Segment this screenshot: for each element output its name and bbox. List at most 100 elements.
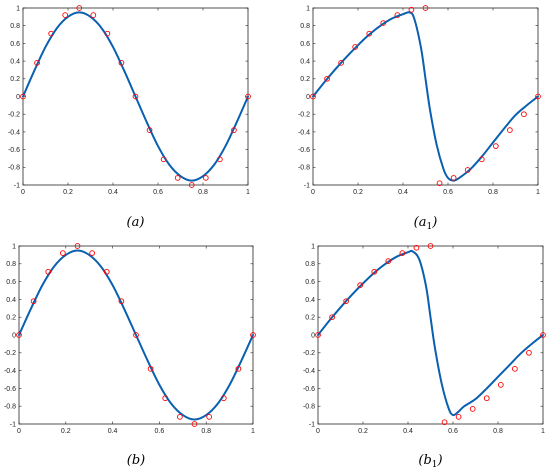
y-tick-label: -0.6: [298, 147, 310, 154]
data-point: [483, 395, 490, 402]
y-tick-label: -0.4: [8, 129, 20, 136]
series-line: [312, 11, 539, 182]
x-tick-label: 0.2: [353, 189, 363, 196]
data-point: [507, 127, 513, 133]
x-tick-label: 0: [316, 428, 320, 435]
data-point: [103, 268, 110, 275]
data-point: [220, 395, 227, 402]
data-point: [160, 156, 167, 163]
y-tick-label: 0.6: [300, 41, 310, 48]
panel-caption: (a): [127, 215, 145, 230]
x-tick-label: 0.8: [488, 189, 498, 196]
data-point: [441, 419, 448, 426]
data-point: [250, 332, 256, 338]
y-tick-label: -1: [309, 421, 315, 428]
panel-a: 0 0.2 0.4 0.6 0.8 1 -1 -0.8 -0.6 -0.4 -0.2 0 0.2 0.4 0…: [8, 5, 251, 230]
x-tick-label: 1: [541, 428, 545, 435]
data-point: [45, 268, 52, 275]
data-point: [371, 268, 378, 275]
x-tick-label: 0.6: [443, 189, 453, 196]
panel-caption: (b): [127, 453, 145, 468]
y-tick-label: 0.2: [10, 76, 20, 83]
y-tick-label: 0.8: [300, 23, 310, 30]
data-point: [535, 93, 541, 100]
y-tick-label: -0.2: [303, 350, 315, 357]
data-point: [74, 243, 81, 249]
panel-b1: 0 0.2 0.4 0.6 0.8 1 -1 -0.8 -0.6 -0.4 -0.2 0 0.2 0.4 0…: [303, 243, 546, 470]
data-point: [394, 12, 401, 18]
data-point: [366, 30, 373, 37]
y-tick-label: 0: [16, 94, 20, 101]
data-point: [343, 298, 349, 305]
data-point: [380, 20, 387, 26]
panel-caption: (b1): [418, 453, 442, 470]
data-point: [177, 414, 183, 420]
data-point: [512, 365, 518, 372]
y-tick-label: 0.2: [305, 315, 315, 322]
series-line: [317, 249, 544, 417]
data-point: [206, 414, 212, 420]
data-point: [16, 332, 22, 338]
x-tick-label: 0.2: [358, 428, 368, 435]
y-tick-label: 0.6: [6, 279, 16, 286]
data-point: [162, 395, 169, 402]
data-point: [329, 314, 335, 321]
axes-frame: [317, 245, 544, 425]
y-tick-label: -0.8: [4, 404, 16, 411]
data-point: [385, 258, 392, 264]
data-point: [357, 282, 364, 289]
x-tick-label: 0.6: [155, 428, 165, 435]
y-tick-label: -0.8: [8, 165, 20, 172]
y-tick-label: -0.4: [298, 129, 310, 136]
y-tick-label: 0.8: [10, 23, 20, 30]
data-point: [76, 5, 83, 11]
y-tick-label: 0.4: [10, 59, 20, 66]
data-point: [147, 365, 154, 372]
x-tick-label: 0: [311, 189, 315, 196]
panel-a1: 0 0.2 0.4 0.6 0.8 1 -1 -0.8 -0.6 -0.4 -0.2 0 0.2 0.4 0…: [298, 5, 541, 232]
y-tick-label: 1: [311, 243, 315, 250]
data-point: [413, 244, 420, 251]
data-point: [324, 75, 330, 82]
x-tick-label: 0.2: [63, 189, 73, 196]
data-point: [48, 30, 54, 37]
x-tick-label: 0.2: [61, 428, 71, 435]
data-point: [191, 421, 198, 427]
data-point: [89, 250, 95, 256]
data-point: [20, 93, 26, 100]
y-tick-label: 0.8: [6, 261, 16, 268]
y-tick-label: -0.6: [4, 386, 16, 393]
data-point: [352, 44, 359, 50]
data-point: [540, 332, 546, 338]
y-tick-label: 0: [306, 94, 310, 101]
y-tick-label: 1: [12, 243, 16, 250]
data-point: [526, 349, 532, 356]
series-line: [22, 11, 249, 182]
y-tick-label: 0.2: [300, 76, 310, 83]
data-point: [455, 414, 462, 420]
y-tick-label: -0.6: [8, 147, 20, 154]
data-point: [174, 175, 181, 181]
y-tick-label: 0.4: [6, 297, 16, 304]
x-tick-label: 0: [17, 428, 21, 435]
y-tick-label: -0.2: [298, 112, 310, 119]
data-point: [90, 12, 97, 18]
y-tick-label: 0.8: [305, 261, 315, 268]
panel-caption: (a1): [414, 215, 438, 232]
data-point: [315, 332, 321, 338]
data-point: [34, 60, 40, 66]
x-tick-label: 0.4: [398, 189, 408, 196]
x-tick-label: 0.4: [108, 428, 118, 435]
x-tick-label: 0.4: [403, 428, 413, 435]
y-tick-label: 0.6: [10, 41, 20, 48]
y-tick-label: 0.4: [300, 59, 310, 66]
data-point: [133, 332, 139, 338]
data-point: [464, 167, 471, 173]
y-tick-label: -0.4: [4, 368, 16, 375]
data-point: [450, 175, 457, 181]
y-tick-label: 0.6: [305, 279, 315, 286]
data-point: [338, 60, 344, 66]
data-point: [217, 156, 223, 163]
y-tick-label: -1: [10, 421, 16, 428]
